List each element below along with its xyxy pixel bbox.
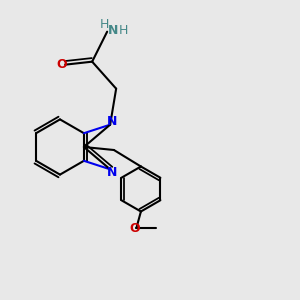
Text: N: N [106,115,117,128]
Text: O: O [56,58,67,71]
Text: H: H [100,18,109,31]
Text: H: H [119,24,128,37]
Text: O: O [130,222,140,235]
Text: N: N [106,167,117,179]
Text: N: N [108,24,118,37]
